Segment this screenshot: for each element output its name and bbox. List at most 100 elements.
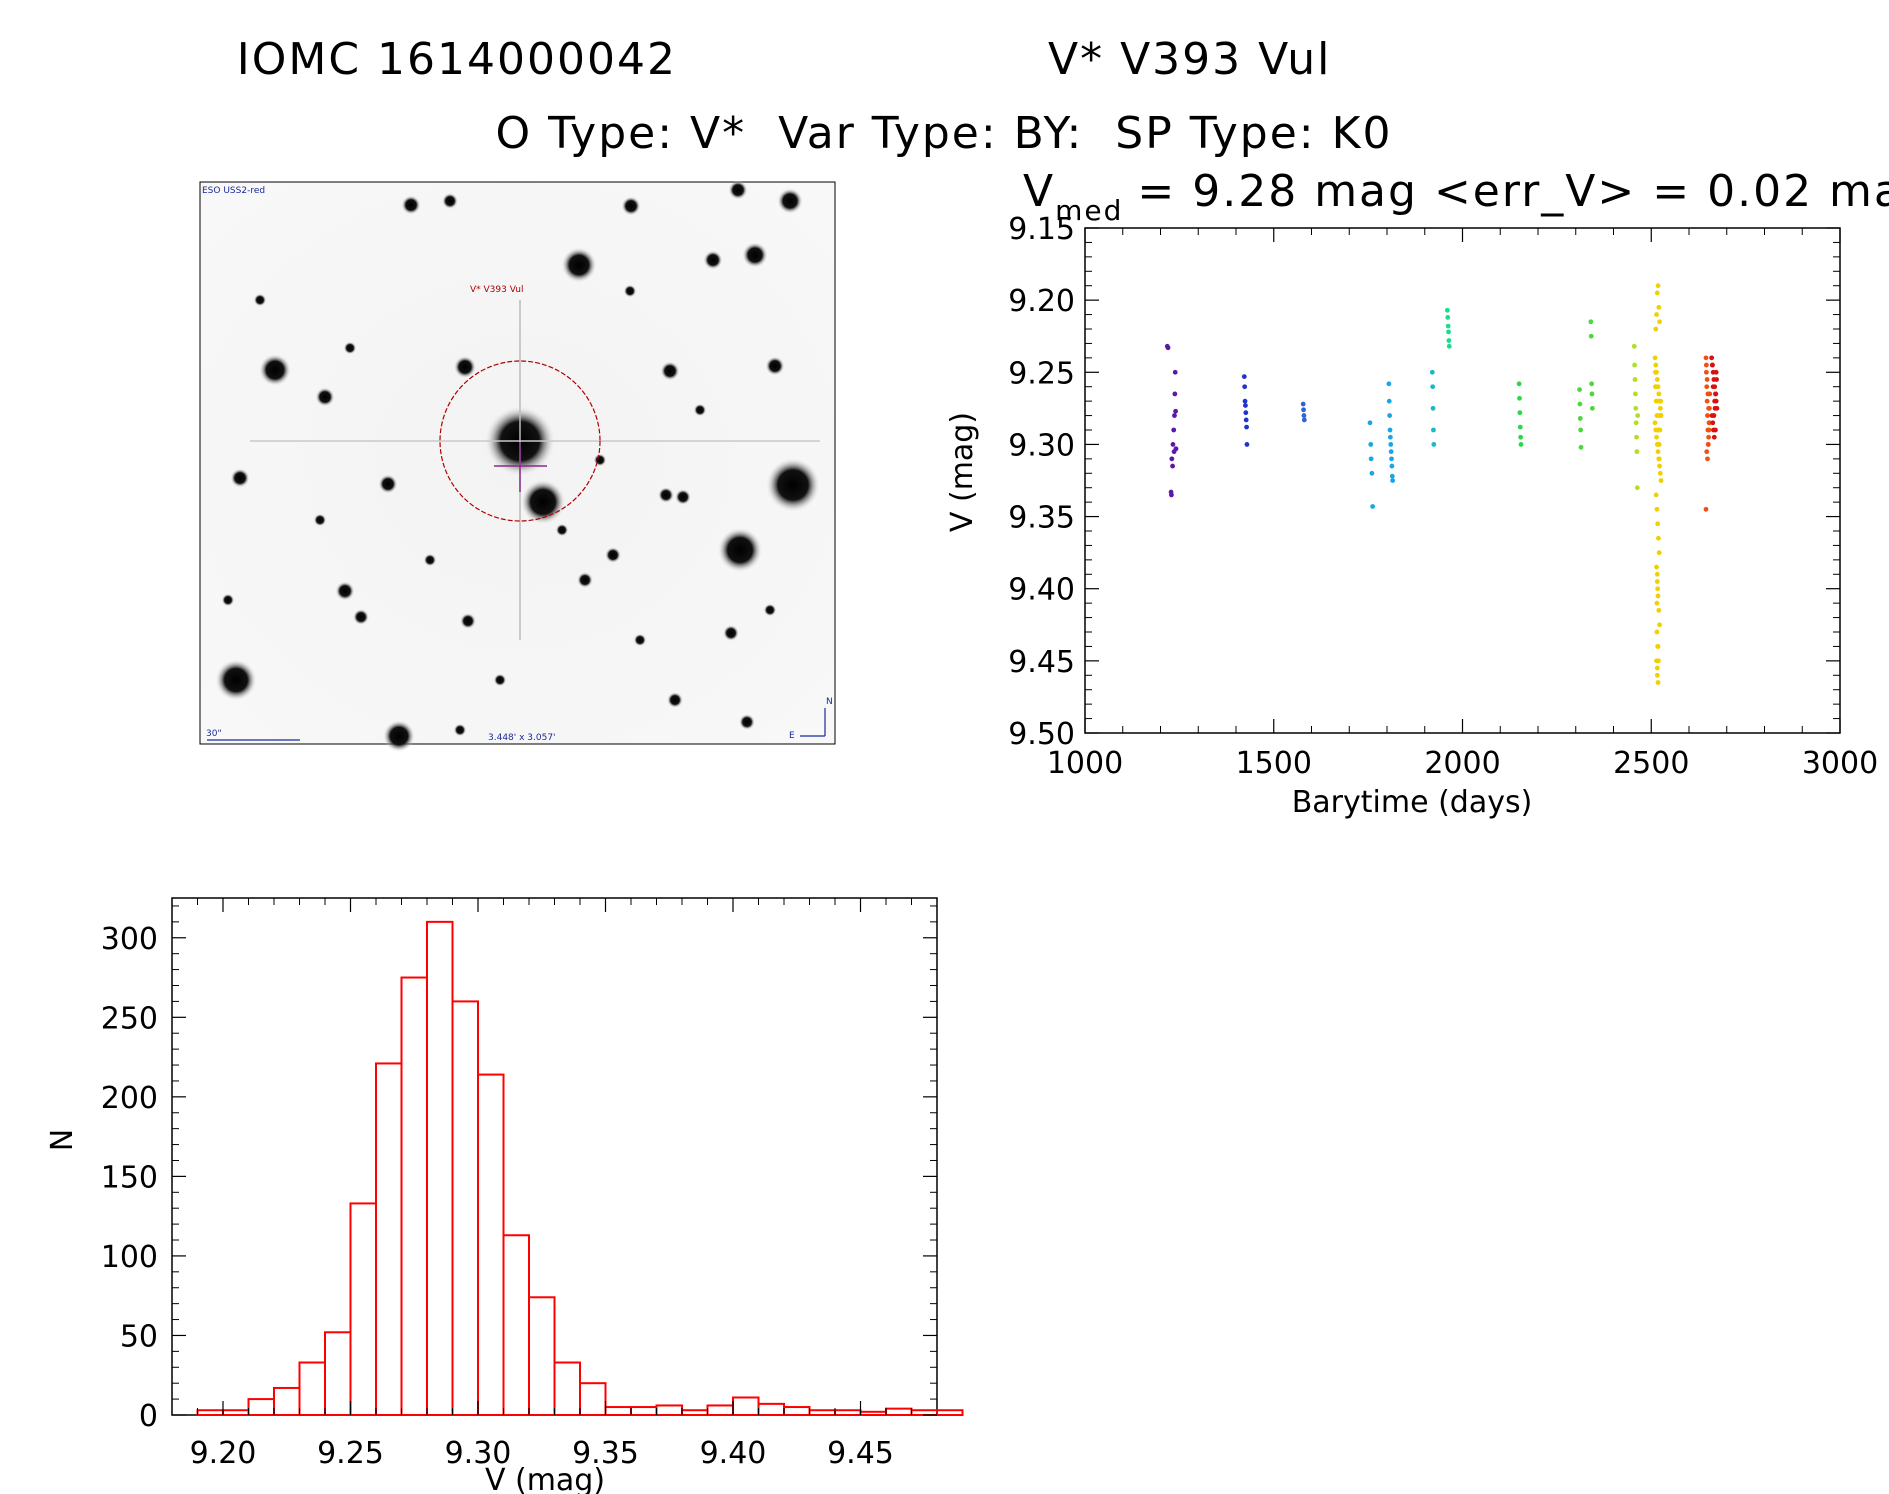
- light-curve-xtick-label: 3000: [1802, 746, 1878, 781]
- light-curve-point-g6: [1446, 343, 1452, 349]
- light-curve-ylabel: V (mag): [945, 412, 980, 532]
- light-curve-point-g1: [1172, 391, 1178, 397]
- sky-star-22: [577, 572, 593, 588]
- histogram-ytick-label: 200: [101, 1081, 158, 1116]
- histogram-bar: [655, 1404, 683, 1417]
- light-curve-point-g11: [1703, 362, 1709, 368]
- light-curve-point-g10: [1654, 672, 1660, 678]
- light-curve-point-g10: [1656, 442, 1662, 447]
- light-curve-point-g7: [1516, 381, 1522, 387]
- sky-star-16: [378, 474, 398, 494]
- light-curve-ytick-label: 9.35: [1008, 501, 1075, 536]
- histogram-bar: [859, 1410, 887, 1417]
- light-curve-point-g2: [1244, 442, 1250, 447]
- light-curve-point-g11: [1705, 442, 1711, 447]
- light-curve-point-g3: [1301, 417, 1307, 423]
- light-curve-point-g1: [1172, 369, 1178, 375]
- sky-star-41: [221, 593, 235, 607]
- sky-star-38: [493, 673, 507, 687]
- light-curve-point-g4: [1389, 463, 1395, 469]
- histogram-xtick-label: 9.25: [317, 1436, 384, 1471]
- light-curve-ytick-label: 9.40: [1008, 573, 1075, 608]
- histogram-xtick-label: 9.35: [572, 1436, 639, 1471]
- light-curve-xtick-label: 2500: [1613, 746, 1689, 781]
- sky-star-21: [335, 581, 355, 601]
- light-curve-point-g4: [1389, 473, 1395, 479]
- light-curve-point-g4: [1386, 398, 1392, 404]
- histogram-chart: V (mag) N 9.20 9.25 9.30 9.35 9.40 9.45 0 50 100…: [45, 897, 964, 1494]
- header-type-line: O Type: V* Var Type: BY: SP Type: K0: [496, 108, 1393, 159]
- light-curve-title-rest: = 9.28 mag <err_V> = 0.02 mag: [1137, 166, 1889, 217]
- light-curve-point-g8: [1577, 387, 1582, 392]
- light-curve-ytick-label: 9.30: [1008, 428, 1075, 463]
- light-curve-point-g10: [1654, 579, 1660, 584]
- light-curve-ytick-label: 9.15: [1008, 212, 1075, 247]
- light-curve-point-g8: [1589, 405, 1595, 411]
- sky-star-6: [777, 188, 803, 214]
- light-curve-point-g10: [1654, 600, 1660, 606]
- sky-image-panel: ESO USS2-red V* V393 Vul 30" 3.448' x 3.…: [199, 180, 836, 752]
- light-curve-point-g10: [1654, 564, 1659, 570]
- light-curve-ytick-label: 9.20: [1008, 284, 1075, 319]
- target-label: V* V393 Vul: [470, 285, 523, 295]
- light-curve-ytick-label: 9.50: [1008, 717, 1075, 752]
- light-curve-point-g3: [1301, 407, 1306, 413]
- light-curve-point-g11: [1704, 377, 1710, 382]
- survey-label: ESO USS2-red: [202, 186, 265, 196]
- light-curve-ytick-label: 9.25: [1008, 356, 1075, 391]
- histogram-bar: [553, 1361, 581, 1417]
- light-curve-point-g10: [1655, 449, 1661, 455]
- sky-star-7: [742, 242, 768, 268]
- histogram-bar: [630, 1406, 658, 1416]
- histogram-bar: [579, 1382, 607, 1416]
- light-curve-point-g12: [1710, 384, 1716, 390]
- sky-star-15: [230, 468, 250, 488]
- light-curve-point-g10: [1656, 607, 1662, 613]
- light-curve-point-g2: [1244, 424, 1249, 430]
- sky-star-10: [703, 250, 723, 270]
- histogram-bar: [528, 1296, 556, 1417]
- light-curve-point-g7: [1517, 410, 1523, 416]
- light-curve-point-g8: [1588, 319, 1594, 325]
- light-curve-point-g7: [1518, 442, 1524, 447]
- sky-star-1: [520, 479, 566, 525]
- light-curve-point-g2: [1243, 417, 1249, 423]
- light-curve-point-g10: [1656, 391, 1662, 397]
- light-curve-point-g9: [1632, 377, 1638, 382]
- histogram-xtick-label: 9.30: [445, 1436, 512, 1471]
- light-curve-point-g5: [1430, 384, 1436, 390]
- light-curve-point-g10: [1653, 326, 1659, 332]
- light-curve-point-g6: [1446, 329, 1451, 335]
- light-curve-ytick-label: 9.45: [1008, 645, 1075, 680]
- light-curve-point-g10: [1658, 398, 1664, 404]
- histogram-bar: [375, 1062, 403, 1416]
- light-curve-point-g10: [1652, 355, 1658, 361]
- histogram-bar: [298, 1361, 326, 1417]
- light-curve-point-g1: [1165, 345, 1171, 351]
- light-curve-point-g12: [1710, 420, 1716, 426]
- sky-star-5: [259, 354, 291, 386]
- sky-star-18: [383, 720, 415, 752]
- histogram-ytick-label: 0: [139, 1399, 158, 1434]
- sky-star-2: [765, 457, 821, 513]
- light-curve-point-g10: [1655, 593, 1661, 599]
- sky-star-20: [739, 714, 755, 730]
- light-curve-point-g8: [1588, 333, 1594, 339]
- light-curve-point-g9: [1632, 391, 1638, 397]
- sky-star-12: [660, 361, 680, 381]
- light-curve-point-g4: [1368, 456, 1374, 462]
- histogram-bar: [604, 1406, 632, 1416]
- light-curve-point-g10: [1654, 658, 1659, 664]
- histogram-bar: [834, 1409, 862, 1416]
- light-curve-point-g7: [1517, 424, 1523, 430]
- histogram-bar: [936, 1409, 964, 1416]
- compass-north-label: N: [826, 697, 833, 707]
- sky-star-31: [623, 284, 637, 298]
- light-curve-point-g12: [1712, 398, 1718, 404]
- light-curve-point-g1: [1169, 492, 1174, 498]
- light-curve-xtick-label: 2000: [1424, 746, 1500, 781]
- histogram-bar: [273, 1386, 301, 1416]
- light-curve-point-g9: [1631, 343, 1637, 349]
- light-curve-point-g10: [1654, 398, 1660, 404]
